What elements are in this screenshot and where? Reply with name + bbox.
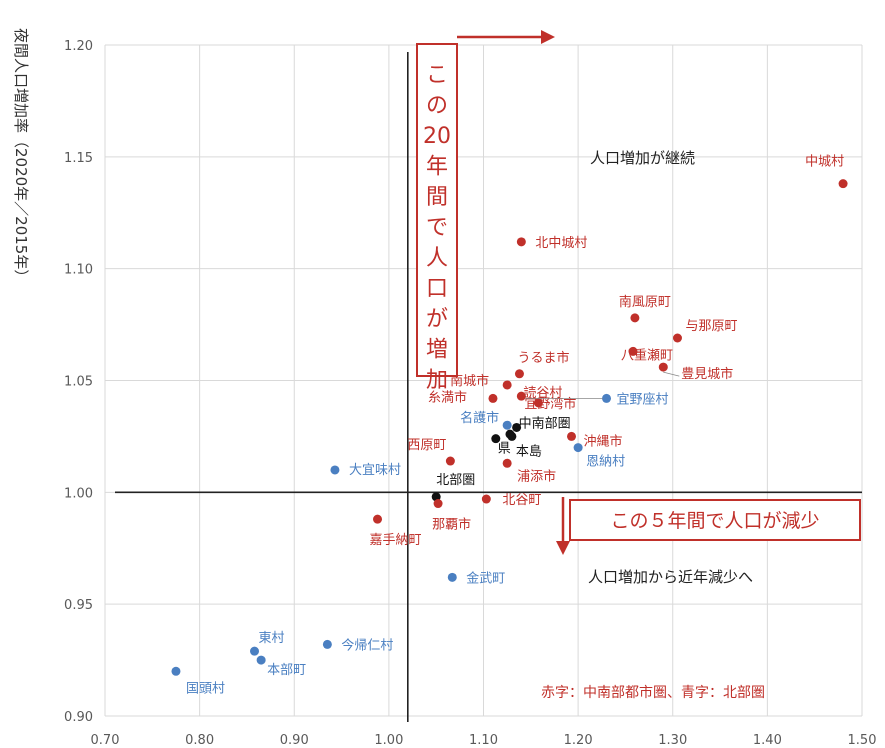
data-point: [447, 572, 457, 582]
data-point: [481, 494, 491, 504]
horizontal-annotation-box: [569, 499, 861, 541]
point-label: 沖縄市: [584, 433, 623, 449]
data-point: [628, 346, 638, 356]
data-point: [250, 646, 260, 656]
point-label: 嘉手納町: [370, 533, 422, 548]
y-tick-label: 0.90: [64, 710, 93, 725]
data-point: [516, 391, 526, 401]
x-tick-label: 1.10: [469, 733, 498, 748]
point-label: 与那原町: [685, 319, 737, 334]
point-label: 中城村: [805, 155, 844, 170]
tick-labels: 0.90 0.95 1.00 1.05 1.10 1.15 1.20 0.70 0.80 0.90…: [12, 28, 876, 748]
data-point: [373, 514, 383, 524]
x-tick-label: 0.90: [280, 733, 309, 748]
point-label: 北谷町: [502, 493, 541, 508]
point-label: 糸満市: [428, 389, 467, 405]
point-label: 名護市: [460, 410, 499, 426]
data-point: [658, 362, 668, 372]
vertical-annotation-text: この 20 年間で人口が増加: [423, 63, 451, 393]
point-label: 東村: [259, 630, 285, 646]
data-point: [502, 380, 512, 390]
point-label: 那覇市: [432, 517, 471, 533]
data-point: [491, 434, 501, 444]
x-tick-label: 1.00: [374, 733, 403, 748]
bottom-right-annotation: 人口増加から近年減少へ: [588, 568, 753, 586]
data-point: [514, 369, 524, 379]
data-point: [502, 420, 512, 430]
point-label: 八重瀬町: [621, 347, 673, 363]
y-tick-label: 1.05: [64, 375, 93, 390]
y-tick-label: 0.95: [64, 598, 93, 613]
data-point: [630, 313, 640, 323]
data-point: [516, 237, 526, 247]
data-point: [488, 393, 498, 403]
down-arrow-icon: [556, 541, 570, 555]
y-axis-label: 夜間人口増加率（2020年／2015年）: [12, 28, 30, 284]
right-arrow-icon: [541, 30, 555, 44]
y-tick-label: 1.10: [64, 263, 93, 278]
x-tick-label: 1.30: [658, 733, 687, 748]
vertical-annotation-box: [416, 43, 458, 377]
point-label: 南風原町: [619, 294, 671, 310]
point-label: 県: [498, 442, 511, 457]
data-point: [533, 398, 543, 408]
legend-note: 赤字：中南部都市圏、青字：北部圏: [541, 684, 765, 701]
leader-line: [663, 371, 680, 377]
data-point: [672, 333, 682, 343]
data-point: [838, 179, 848, 189]
x-tick-label: 1.50: [848, 733, 877, 748]
point-label: 大宜味村: [349, 463, 401, 478]
x-tick-label: 0.70: [91, 733, 120, 748]
point-label: 恩納村: [586, 455, 625, 470]
point-label: 中南部圏: [519, 415, 571, 431]
x-tick-label: 1.40: [753, 733, 782, 748]
point-label: 豊見城市: [681, 366, 733, 382]
data-points: [171, 179, 848, 676]
point-label: 南城市: [450, 373, 489, 389]
point-label: 今帰仁村: [341, 637, 393, 653]
y-tick-label: 1.00: [64, 486, 93, 501]
point-label: 西原町: [407, 438, 446, 453]
point-label: 北中城村: [535, 236, 587, 251]
point-label: 宜野座村: [617, 392, 669, 407]
point-label: 金武町: [466, 570, 505, 586]
y-tick-label: 1.20: [64, 39, 93, 54]
data-point: [573, 443, 583, 453]
data-point: [256, 655, 266, 665]
x-tick-label: 1.20: [564, 733, 593, 748]
top-right-annotation: 人口増加が継続: [590, 149, 695, 167]
divider-lines: [115, 52, 862, 722]
data-point: [433, 499, 443, 509]
data-point: [502, 458, 512, 468]
gridlines: [104, 44, 863, 717]
point-label: 国頭村: [186, 681, 225, 696]
data-point: [512, 422, 522, 432]
data-point: [322, 639, 332, 649]
point-label: 本島: [516, 444, 542, 459]
point-label: 本部町: [267, 663, 306, 678]
point-label: 宜野湾市: [524, 396, 576, 412]
point-label: うるま市: [517, 350, 569, 366]
data-point: [445, 456, 455, 466]
point-label: 浦添市: [517, 468, 556, 484]
horizontal-annotation-text: この５年間で人口が減少: [610, 510, 819, 532]
data-point: [171, 666, 181, 676]
y-tick-label: 1.15: [64, 151, 93, 166]
data-point: [567, 431, 577, 441]
x-tick-label: 0.80: [185, 733, 214, 748]
data-point: [507, 431, 517, 441]
point-label: 読谷村: [523, 385, 562, 401]
data-point: [330, 465, 340, 475]
point-label: 北部圏: [436, 473, 475, 488]
data-point: [602, 393, 612, 403]
